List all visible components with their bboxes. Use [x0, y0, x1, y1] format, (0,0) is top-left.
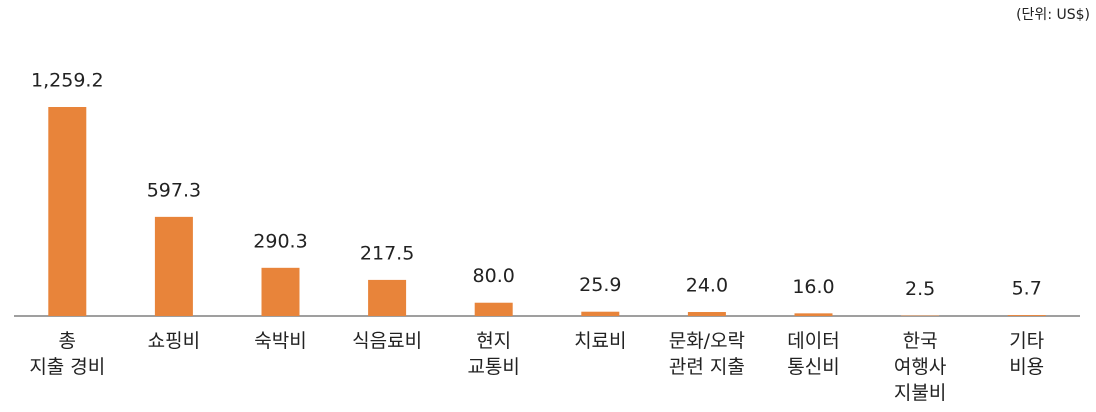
value-label: 80.0 [473, 265, 515, 287]
value-label: 2.5 [905, 278, 935, 300]
unit-label: (단위: US$) [1016, 7, 1090, 23]
bar [474, 302, 513, 316]
x-tick-label: 숙박비 [254, 330, 307, 352]
bar [794, 313, 833, 316]
value-label: 25.9 [579, 274, 621, 296]
value-label: 5.7 [1012, 278, 1042, 300]
x-tick-label: 총 지출 경비 [29, 330, 106, 378]
value-label: 217.5 [360, 242, 414, 264]
value-label: 290.3 [253, 230, 307, 252]
value-label: 1,259.2 [31, 70, 104, 92]
x-tick-label: 기타 비용 [1009, 330, 1045, 378]
x-tick-label: 데이터 통신비 [787, 330, 840, 378]
bar [261, 267, 300, 316]
bar [687, 312, 726, 316]
x-tick-label: 한국 여행사 지불비 [893, 330, 947, 404]
x-tick-label: 치료비 [574, 330, 627, 352]
bar [48, 107, 87, 316]
x-tick-label: 쇼핑비 [147, 330, 201, 352]
x-tick-label: 현지 교통비 [467, 330, 520, 378]
x-tick-label: 문화/오락 관련 지출 [668, 330, 746, 378]
bar [368, 279, 407, 316]
x-tick-label: 식음료비 [352, 330, 423, 352]
bar [154, 216, 193, 316]
bar [581, 311, 620, 316]
value-label: 24.0 [686, 275, 728, 297]
value-label: 16.0 [792, 276, 834, 298]
bar [1007, 315, 1046, 316]
value-label: 597.3 [147, 179, 201, 201]
